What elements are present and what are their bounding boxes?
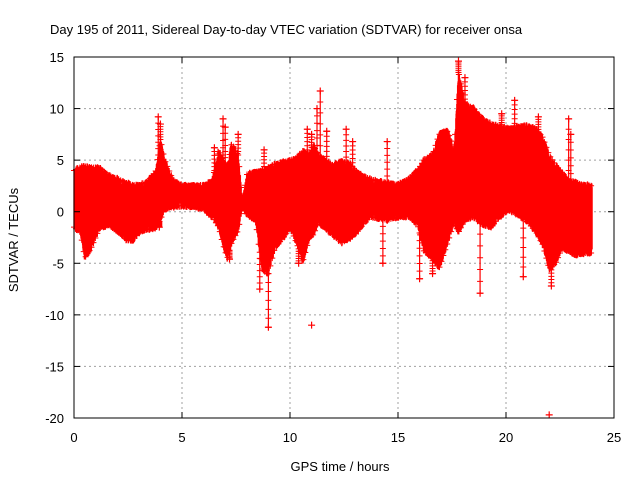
x-tick-label: 5 [178, 430, 185, 445]
spike-markers [265, 273, 272, 328]
data-point [454, 57, 462, 65]
spike-markers [461, 77, 468, 104]
y-tick-label: -10 [45, 308, 64, 323]
axis-ticks [73, 56, 615, 419]
x-tick-label: 15 [391, 430, 405, 445]
spike-markers [343, 128, 350, 164]
spike-markers [520, 217, 527, 278]
x-tick-labels: 0 5 10 15 20 25 [70, 430, 621, 445]
data-point [565, 115, 573, 123]
data-point [313, 105, 321, 113]
y-tick-label: -5 [52, 256, 64, 271]
spike-markers [429, 257, 436, 275]
data-point [349, 138, 357, 146]
data-point [519, 273, 527, 281]
spike-markers [314, 108, 320, 154]
data-point [545, 411, 553, 419]
x-tick-label: 10 [283, 430, 297, 445]
y-tick-label: -15 [45, 359, 64, 374]
data-point [498, 110, 506, 118]
plot-frame [73, 56, 615, 419]
spike-markers [511, 99, 518, 129]
data-point [323, 127, 331, 135]
data-point [511, 96, 519, 104]
spike-markers [498, 113, 505, 128]
spike-markers [235, 133, 242, 156]
data-point [260, 146, 268, 154]
data-point [316, 87, 324, 95]
data-point [221, 123, 229, 131]
spike-markers [455, 60, 462, 73]
data-point [264, 323, 272, 331]
spike-markers [317, 90, 324, 158]
spike-markers [477, 221, 484, 294]
spike-markers [157, 123, 164, 141]
x-tick-label: 0 [70, 430, 77, 445]
data-point [155, 223, 163, 231]
spike-markers [304, 128, 311, 155]
x-axis-label: GPS time / hours [291, 459, 390, 474]
data-point [547, 282, 555, 290]
spike-markers [535, 116, 542, 133]
x-tick-label: 25 [607, 430, 621, 445]
data-point [303, 125, 311, 133]
y-tick-label: 5 [57, 153, 64, 168]
y-tick-label: 10 [50, 102, 64, 117]
spike-markers [379, 218, 386, 264]
spike-markers [295, 248, 302, 264]
data-point [256, 285, 264, 293]
data-point [476, 289, 484, 297]
y-axis-label: SDTVAR / TECUs [6, 187, 21, 292]
y-tick-label: 15 [50, 50, 64, 65]
spike-markers [256, 251, 263, 290]
data-point [219, 115, 227, 123]
data-point [416, 275, 424, 283]
data-point [429, 270, 437, 278]
data-point [461, 74, 469, 82]
data-layer [71, 57, 595, 419]
data-point [154, 113, 162, 121]
spike-markers [349, 141, 356, 168]
data-point [379, 259, 387, 267]
y-tick-label: 0 [57, 205, 64, 220]
spike-markers [323, 130, 330, 162]
data-point [226, 255, 234, 263]
data-point [567, 130, 575, 138]
spike-markers [548, 266, 555, 287]
y-tick-labels: -20 -15 -10 -5 0 5 10 15 [45, 50, 64, 426]
data-point [234, 130, 242, 138]
spike-markers [308, 133, 315, 151]
y-tick-label: -20 [45, 411, 64, 426]
spike-markers [211, 147, 218, 171]
data-point [210, 144, 218, 152]
data-point [342, 125, 350, 133]
spike-markers [261, 149, 268, 171]
data-point [295, 259, 303, 267]
data-point [308, 321, 316, 329]
data-point [383, 138, 391, 146]
data-point [308, 130, 316, 138]
chart-title: Day 195 of 2011, Sidereal Day-to-day VTE… [50, 22, 523, 37]
spike-markers [384, 141, 391, 184]
spike-markers [567, 133, 574, 182]
spike-markers [416, 232, 423, 280]
spike-markers [222, 126, 229, 165]
x-tick-label: 20 [499, 430, 513, 445]
data-point [534, 113, 542, 121]
data-point [156, 120, 164, 128]
